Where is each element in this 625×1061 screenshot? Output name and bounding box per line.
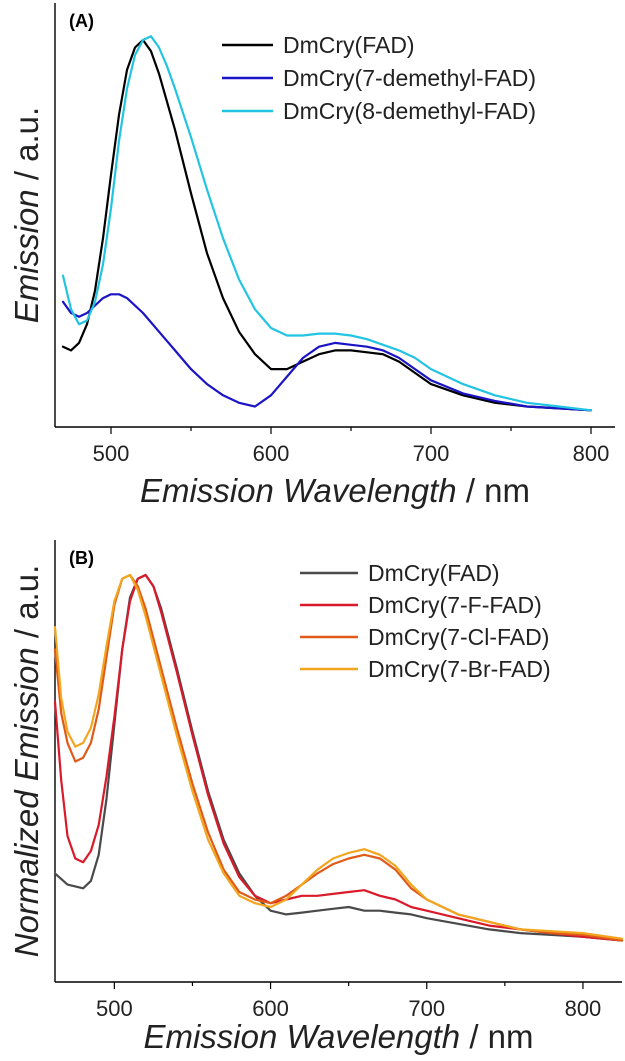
y-axis-title: Emission / a.u. — [8, 107, 45, 323]
x-axis-title: Emission Wavelength / nm — [143, 1018, 533, 1055]
series-line-2 — [61, 293, 593, 412]
legend-entry: DmCry(7-Cl-FAD) — [368, 624, 549, 650]
legend-entry: DmCry(FAD) — [283, 32, 415, 58]
x-tick-label: 500 — [93, 441, 130, 466]
panel-b: 500 600 700 800 DmCry(FAD) DmCry(7-F-FAD) DmCr… — [8, 540, 624, 1055]
x-tick-label: 600 — [252, 996, 289, 1021]
panel-label: (B) — [69, 548, 94, 568]
x-tick-label: 800 — [573, 441, 610, 466]
legend-entry: DmCry(FAD) — [368, 560, 500, 586]
x-tick-label: 600 — [253, 441, 290, 466]
legend-entry: DmCry(7-F-FAD) — [368, 592, 542, 618]
series-line-3 — [61, 35, 593, 412]
panel-label: (A) — [69, 11, 94, 31]
x-tick-label: 500 — [96, 996, 133, 1021]
x-tick-label: 700 — [408, 996, 445, 1021]
series-line-1 — [61, 38, 593, 412]
x-tick-label: 700 — [413, 441, 450, 466]
x-tick-label: 800 — [565, 996, 602, 1021]
x-axis-title: Emission Wavelength / nm — [140, 472, 530, 509]
legend-entry: DmCry(8-demethyl-FAD) — [283, 98, 536, 124]
panel-a: 500 600 700 800 DmCry(FAD) DmCry(7-demethyl-F… — [8, 3, 615, 509]
series-line-1 — [53, 573, 624, 942]
series-line-2 — [53, 573, 624, 942]
legend-entry: DmCry(7-Br-FAD) — [368, 656, 551, 682]
legend-entry: DmCry(7-demethyl-FAD) — [283, 65, 536, 91]
y-axis-title: Normalized Emission / a.u. — [8, 565, 45, 958]
series-line-4 — [53, 573, 624, 940]
